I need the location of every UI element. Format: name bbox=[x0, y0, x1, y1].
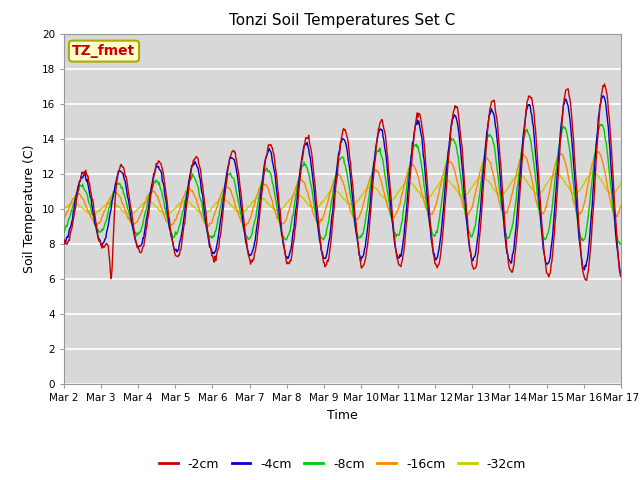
Title: Tonzi Soil Temperatures Set C: Tonzi Soil Temperatures Set C bbox=[229, 13, 456, 28]
Text: TZ_fmet: TZ_fmet bbox=[72, 44, 136, 58]
X-axis label: Time: Time bbox=[327, 408, 358, 421]
Y-axis label: Soil Temperature (C): Soil Temperature (C) bbox=[23, 144, 36, 273]
Legend: -2cm, -4cm, -8cm, -16cm, -32cm: -2cm, -4cm, -8cm, -16cm, -32cm bbox=[154, 453, 531, 476]
